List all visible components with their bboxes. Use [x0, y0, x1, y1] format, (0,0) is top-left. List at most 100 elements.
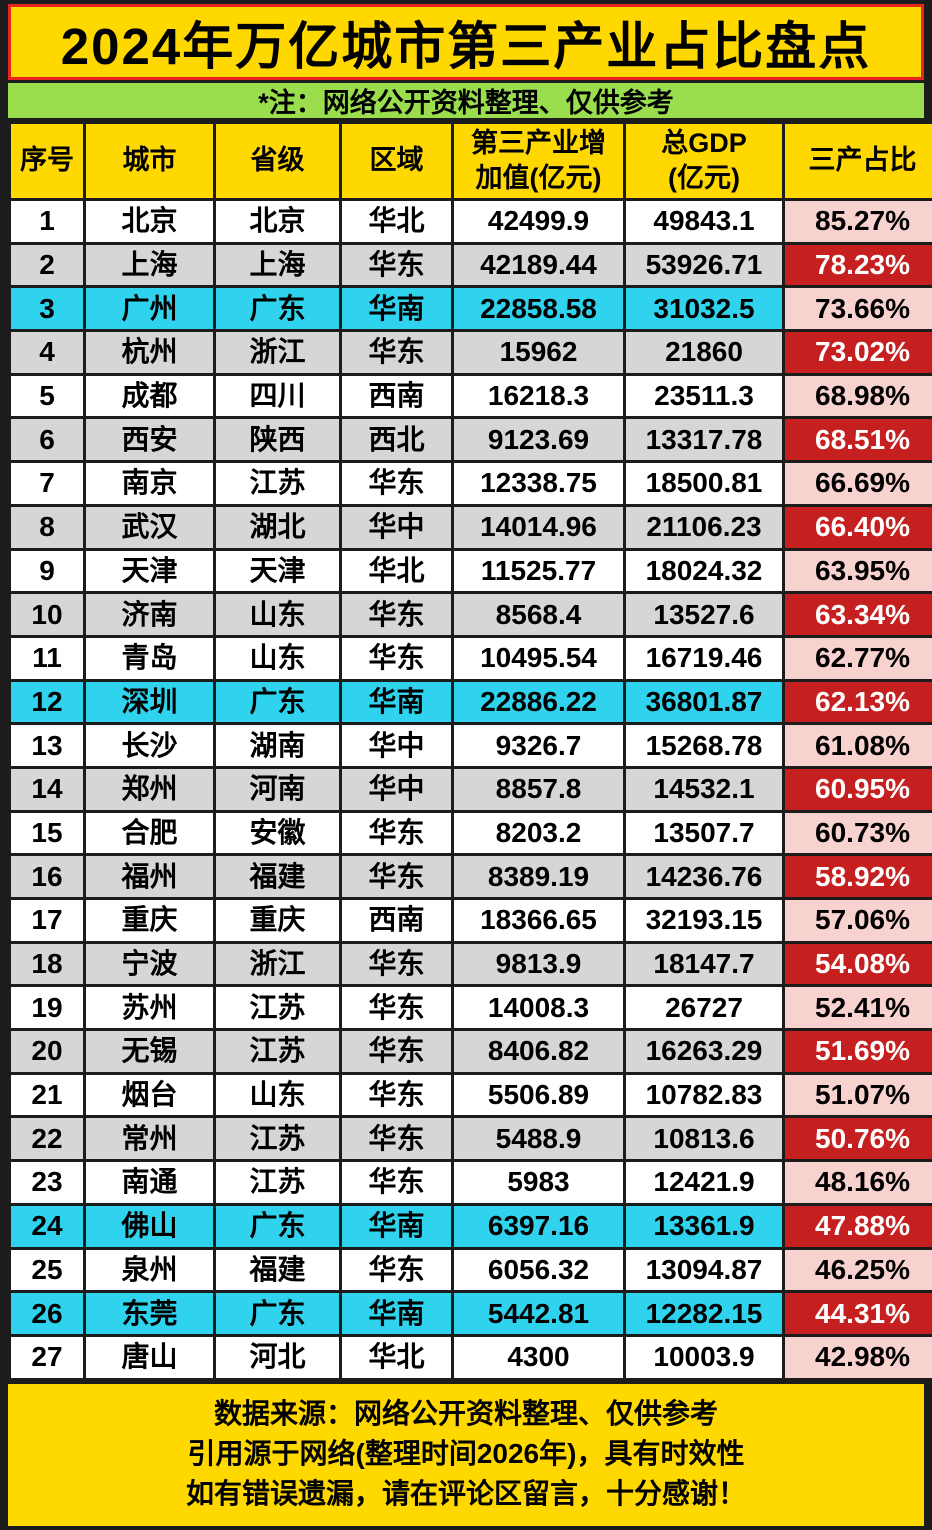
- table-row: 9 天津 天津 华北 11525.77 18024.32 63.95%: [10, 549, 932, 593]
- city-gdp-table: 序号 城市 省级 区域 第三产业增 加值(亿元) 总GDP (亿元) 三产占比 …: [8, 121, 932, 1381]
- cell-gdp: 16263.29: [625, 1030, 784, 1074]
- cell-city: 济南: [85, 593, 215, 637]
- cell-gdp: 12421.9: [625, 1161, 784, 1205]
- table-row: 1 北京 北京 华北 42499.9 49843.1 85.27%: [10, 200, 932, 244]
- footer-notes: 数据来源：网络公开资料整理、仅供参考 引用源于网络(整理时间2026年)，具有时…: [8, 1381, 924, 1526]
- cell-gdp: 13094.87: [625, 1248, 784, 1292]
- table-row: 20 无锡 江苏 华东 8406.82 16263.29 51.69%: [10, 1030, 932, 1074]
- cell-region: 华中: [341, 767, 453, 811]
- cell-share: 51.07%: [784, 1073, 932, 1117]
- cell-city: 南通: [85, 1161, 215, 1205]
- cell-index: 2: [10, 243, 85, 287]
- cell-city: 南京: [85, 462, 215, 506]
- cell-province: 福建: [215, 1248, 341, 1292]
- cell-share: 44.31%: [784, 1292, 932, 1336]
- cell-city: 上海: [85, 243, 215, 287]
- cell-tertiary: 14008.3: [453, 986, 625, 1030]
- cell-province: 山东: [215, 1073, 341, 1117]
- cell-city: 合肥: [85, 811, 215, 855]
- cell-share: 73.02%: [784, 331, 932, 375]
- cell-tertiary: 8203.2: [453, 811, 625, 855]
- cell-gdp: 16719.46: [625, 636, 784, 680]
- cell-share: 50.76%: [784, 1117, 932, 1161]
- cell-city: 广州: [85, 287, 215, 331]
- cell-region: 华北: [341, 549, 453, 593]
- cell-share: 66.69%: [784, 462, 932, 506]
- cell-province: 安徽: [215, 811, 341, 855]
- cell-gdp: 18147.7: [625, 942, 784, 986]
- cell-tertiary: 8568.4: [453, 593, 625, 637]
- cell-city: 西安: [85, 418, 215, 462]
- cell-index: 24: [10, 1204, 85, 1248]
- table-row: 4 杭州 浙江 华东 15962 21860 73.02%: [10, 331, 932, 375]
- cell-city: 宁波: [85, 942, 215, 986]
- col-header-index: 序号: [10, 123, 85, 200]
- cell-region: 华北: [341, 200, 453, 244]
- cell-share: 51.69%: [784, 1030, 932, 1074]
- cell-province: 江苏: [215, 986, 341, 1030]
- cell-index: 18: [10, 942, 85, 986]
- col-header-city: 城市: [85, 123, 215, 200]
- cell-share: 68.98%: [784, 374, 932, 418]
- table-row: 27 唐山 河北 华北 4300 10003.9 42.98%: [10, 1335, 932, 1379]
- cell-city: 唐山: [85, 1335, 215, 1379]
- cell-city: 郑州: [85, 767, 215, 811]
- cell-share: 58.92%: [784, 855, 932, 899]
- col-header-gdp: 总GDP (亿元): [625, 123, 784, 200]
- cell-province: 广东: [215, 287, 341, 331]
- cell-gdp: 13507.7: [625, 811, 784, 855]
- cell-gdp: 32193.15: [625, 899, 784, 943]
- cell-province: 山东: [215, 593, 341, 637]
- cell-index: 13: [10, 724, 85, 768]
- cell-region: 西南: [341, 899, 453, 943]
- cell-index: 9: [10, 549, 85, 593]
- note-banner: *注：网络公开资料整理、仅供参考: [8, 80, 924, 121]
- cell-index: 16: [10, 855, 85, 899]
- cell-region: 华东: [341, 986, 453, 1030]
- cell-gdp: 13317.78: [625, 418, 784, 462]
- cell-share: 63.95%: [784, 549, 932, 593]
- cell-share: 62.13%: [784, 680, 932, 724]
- cell-province: 浙江: [215, 331, 341, 375]
- cell-share: 78.23%: [784, 243, 932, 287]
- cell-share: 54.08%: [784, 942, 932, 986]
- table-row: 7 南京 江苏 华东 12338.75 18500.81 66.69%: [10, 462, 932, 506]
- cell-index: 11: [10, 636, 85, 680]
- cell-tertiary: 6056.32: [453, 1248, 625, 1292]
- cell-region: 华东: [341, 1248, 453, 1292]
- table-row: 6 西安 陕西 西北 9123.69 13317.78 68.51%: [10, 418, 932, 462]
- cell-province: 河北: [215, 1335, 341, 1379]
- cell-region: 华南: [341, 1204, 453, 1248]
- cell-province: 江苏: [215, 1117, 341, 1161]
- cell-province: 江苏: [215, 1161, 341, 1205]
- cell-tertiary: 9123.69: [453, 418, 625, 462]
- cell-city: 烟台: [85, 1073, 215, 1117]
- cell-index: 21: [10, 1073, 85, 1117]
- cell-gdp: 18500.81: [625, 462, 784, 506]
- cell-province: 广东: [215, 1292, 341, 1336]
- cell-province: 陕西: [215, 418, 341, 462]
- cell-region: 华东: [341, 1073, 453, 1117]
- cell-gdp: 10003.9: [625, 1335, 784, 1379]
- cell-region: 华北: [341, 1335, 453, 1379]
- cell-province: 福建: [215, 855, 341, 899]
- table-body: 1 北京 北京 华北 42499.9 49843.1 85.27% 2 上海 上…: [10, 200, 932, 1380]
- cell-city: 武汉: [85, 505, 215, 549]
- cell-region: 华东: [341, 331, 453, 375]
- cell-tertiary: 5983: [453, 1161, 625, 1205]
- cell-region: 华东: [341, 855, 453, 899]
- cell-tertiary: 9326.7: [453, 724, 625, 768]
- cell-city: 长沙: [85, 724, 215, 768]
- cell-tertiary: 8857.8: [453, 767, 625, 811]
- cell-share: 66.40%: [784, 505, 932, 549]
- cell-tertiary: 9813.9: [453, 942, 625, 986]
- cell-gdp: 12282.15: [625, 1292, 784, 1336]
- cell-region: 华中: [341, 724, 453, 768]
- table-row: 13 长沙 湖南 华中 9326.7 15268.78 61.08%: [10, 724, 932, 768]
- cell-tertiary: 12338.75: [453, 462, 625, 506]
- table-row: 26 东莞 广东 华南 5442.81 12282.15 44.31%: [10, 1292, 932, 1336]
- cell-city: 泉州: [85, 1248, 215, 1292]
- cell-province: 北京: [215, 200, 341, 244]
- table-row: 21 烟台 山东 华东 5506.89 10782.83 51.07%: [10, 1073, 932, 1117]
- cell-tertiary: 4300: [453, 1335, 625, 1379]
